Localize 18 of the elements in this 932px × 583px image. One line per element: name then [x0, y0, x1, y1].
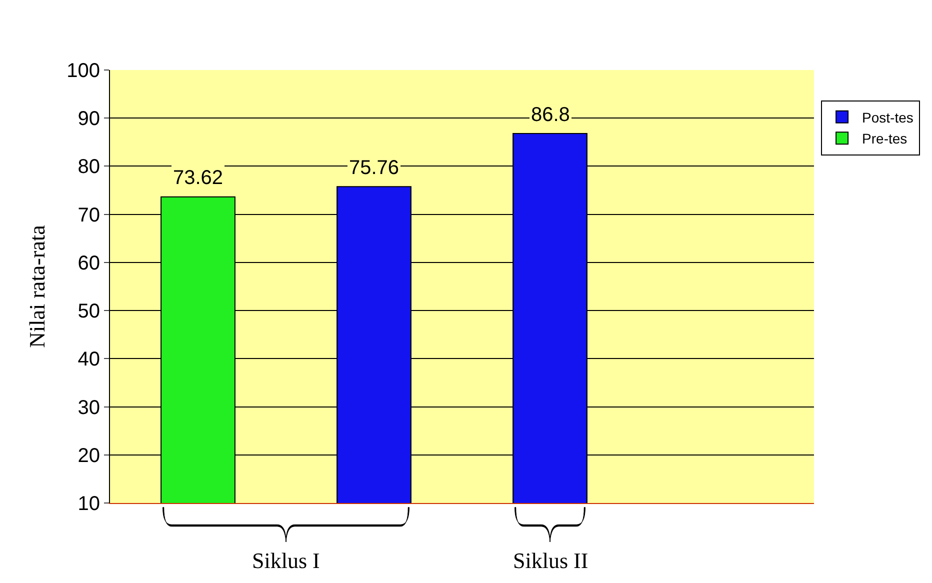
y-tick-label: 100 [66, 60, 100, 82]
data-label: 86.8 [531, 104, 570, 126]
text: Siklus II [513, 548, 588, 573]
y-tick-label: 80 [78, 156, 100, 178]
y-tick-label: 60 [78, 252, 100, 274]
y-tick-label: 40 [78, 348, 100, 371]
legend-label: Post-tes [862, 109, 914, 126]
legend-label: Pre-tes [862, 130, 908, 147]
y-axis-title: Nilai rata-rata [24, 224, 50, 348]
y-tick-label: 20 [78, 444, 100, 467]
y-tick-label: 90 [78, 108, 100, 130]
y-tick-label: 70 [78, 204, 100, 226]
data-label: 75.76 [349, 157, 400, 179]
y-tick-label: 30 [78, 396, 100, 419]
y-tick-label: 10 [78, 493, 100, 515]
text: Siklus I [252, 548, 320, 573]
data-label: 73.62 [173, 167, 224, 189]
y-tick-label: 50 [78, 300, 100, 323]
